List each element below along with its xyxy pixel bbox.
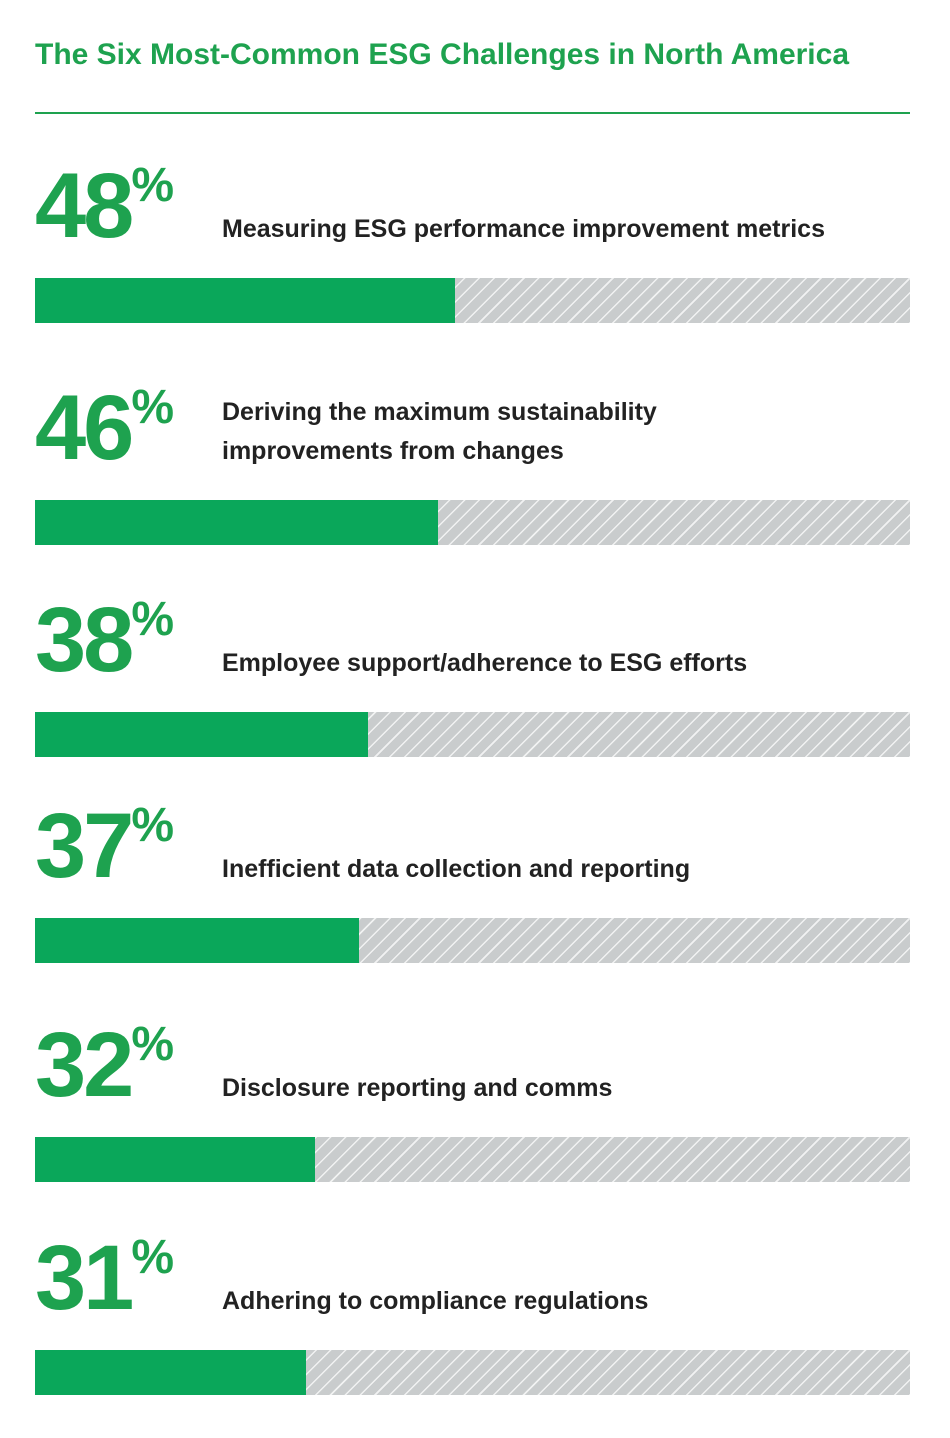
value-label: 38% xyxy=(35,589,175,691)
row-header: 38% Employee support/adherence to ESG eff… xyxy=(35,594,910,686)
row-header: 32% Disclosure reporting and comms xyxy=(35,1019,910,1111)
value-label: 37% xyxy=(35,795,175,897)
value-label: 48% xyxy=(35,155,175,257)
category-label: Disclosure reporting and comms xyxy=(222,1074,613,1102)
bar xyxy=(35,500,438,545)
bar xyxy=(35,712,368,757)
row-header: 46% Deriving the maximum sustainability i… xyxy=(35,382,910,474)
category-label: Employee support/adherence to ESG effort… xyxy=(222,649,748,677)
category-label: Measuring ESG performance improvement me… xyxy=(222,215,825,243)
category-label: Inefficient data collection and reportin… xyxy=(222,855,691,883)
bar-track xyxy=(35,1350,910,1395)
bar xyxy=(35,1350,307,1395)
bar xyxy=(35,1137,315,1182)
row-header: 37% Inefficient data collection and repor… xyxy=(35,800,910,892)
bar-track xyxy=(35,712,910,757)
bar-track xyxy=(35,278,910,323)
value-label: 46% xyxy=(35,377,175,479)
bar-track xyxy=(35,500,910,545)
bar-track xyxy=(35,1137,910,1182)
value-label: 32% xyxy=(35,1014,175,1116)
category-label: Deriving the maximum sustainability impr… xyxy=(222,398,657,465)
value-label: 31% xyxy=(35,1227,175,1329)
chart-title: The Six Most-Common ESG Challenges in No… xyxy=(35,38,850,71)
title-rule xyxy=(35,112,910,114)
bar xyxy=(35,918,359,963)
row-header: 48% Measuring ESG performance improvement… xyxy=(35,160,910,252)
bar xyxy=(35,278,455,323)
row-header: 31% Adhering to compliance regulations xyxy=(35,1232,910,1324)
category-label: Adhering to compliance regulations xyxy=(222,1287,649,1315)
bar-track xyxy=(35,918,910,963)
